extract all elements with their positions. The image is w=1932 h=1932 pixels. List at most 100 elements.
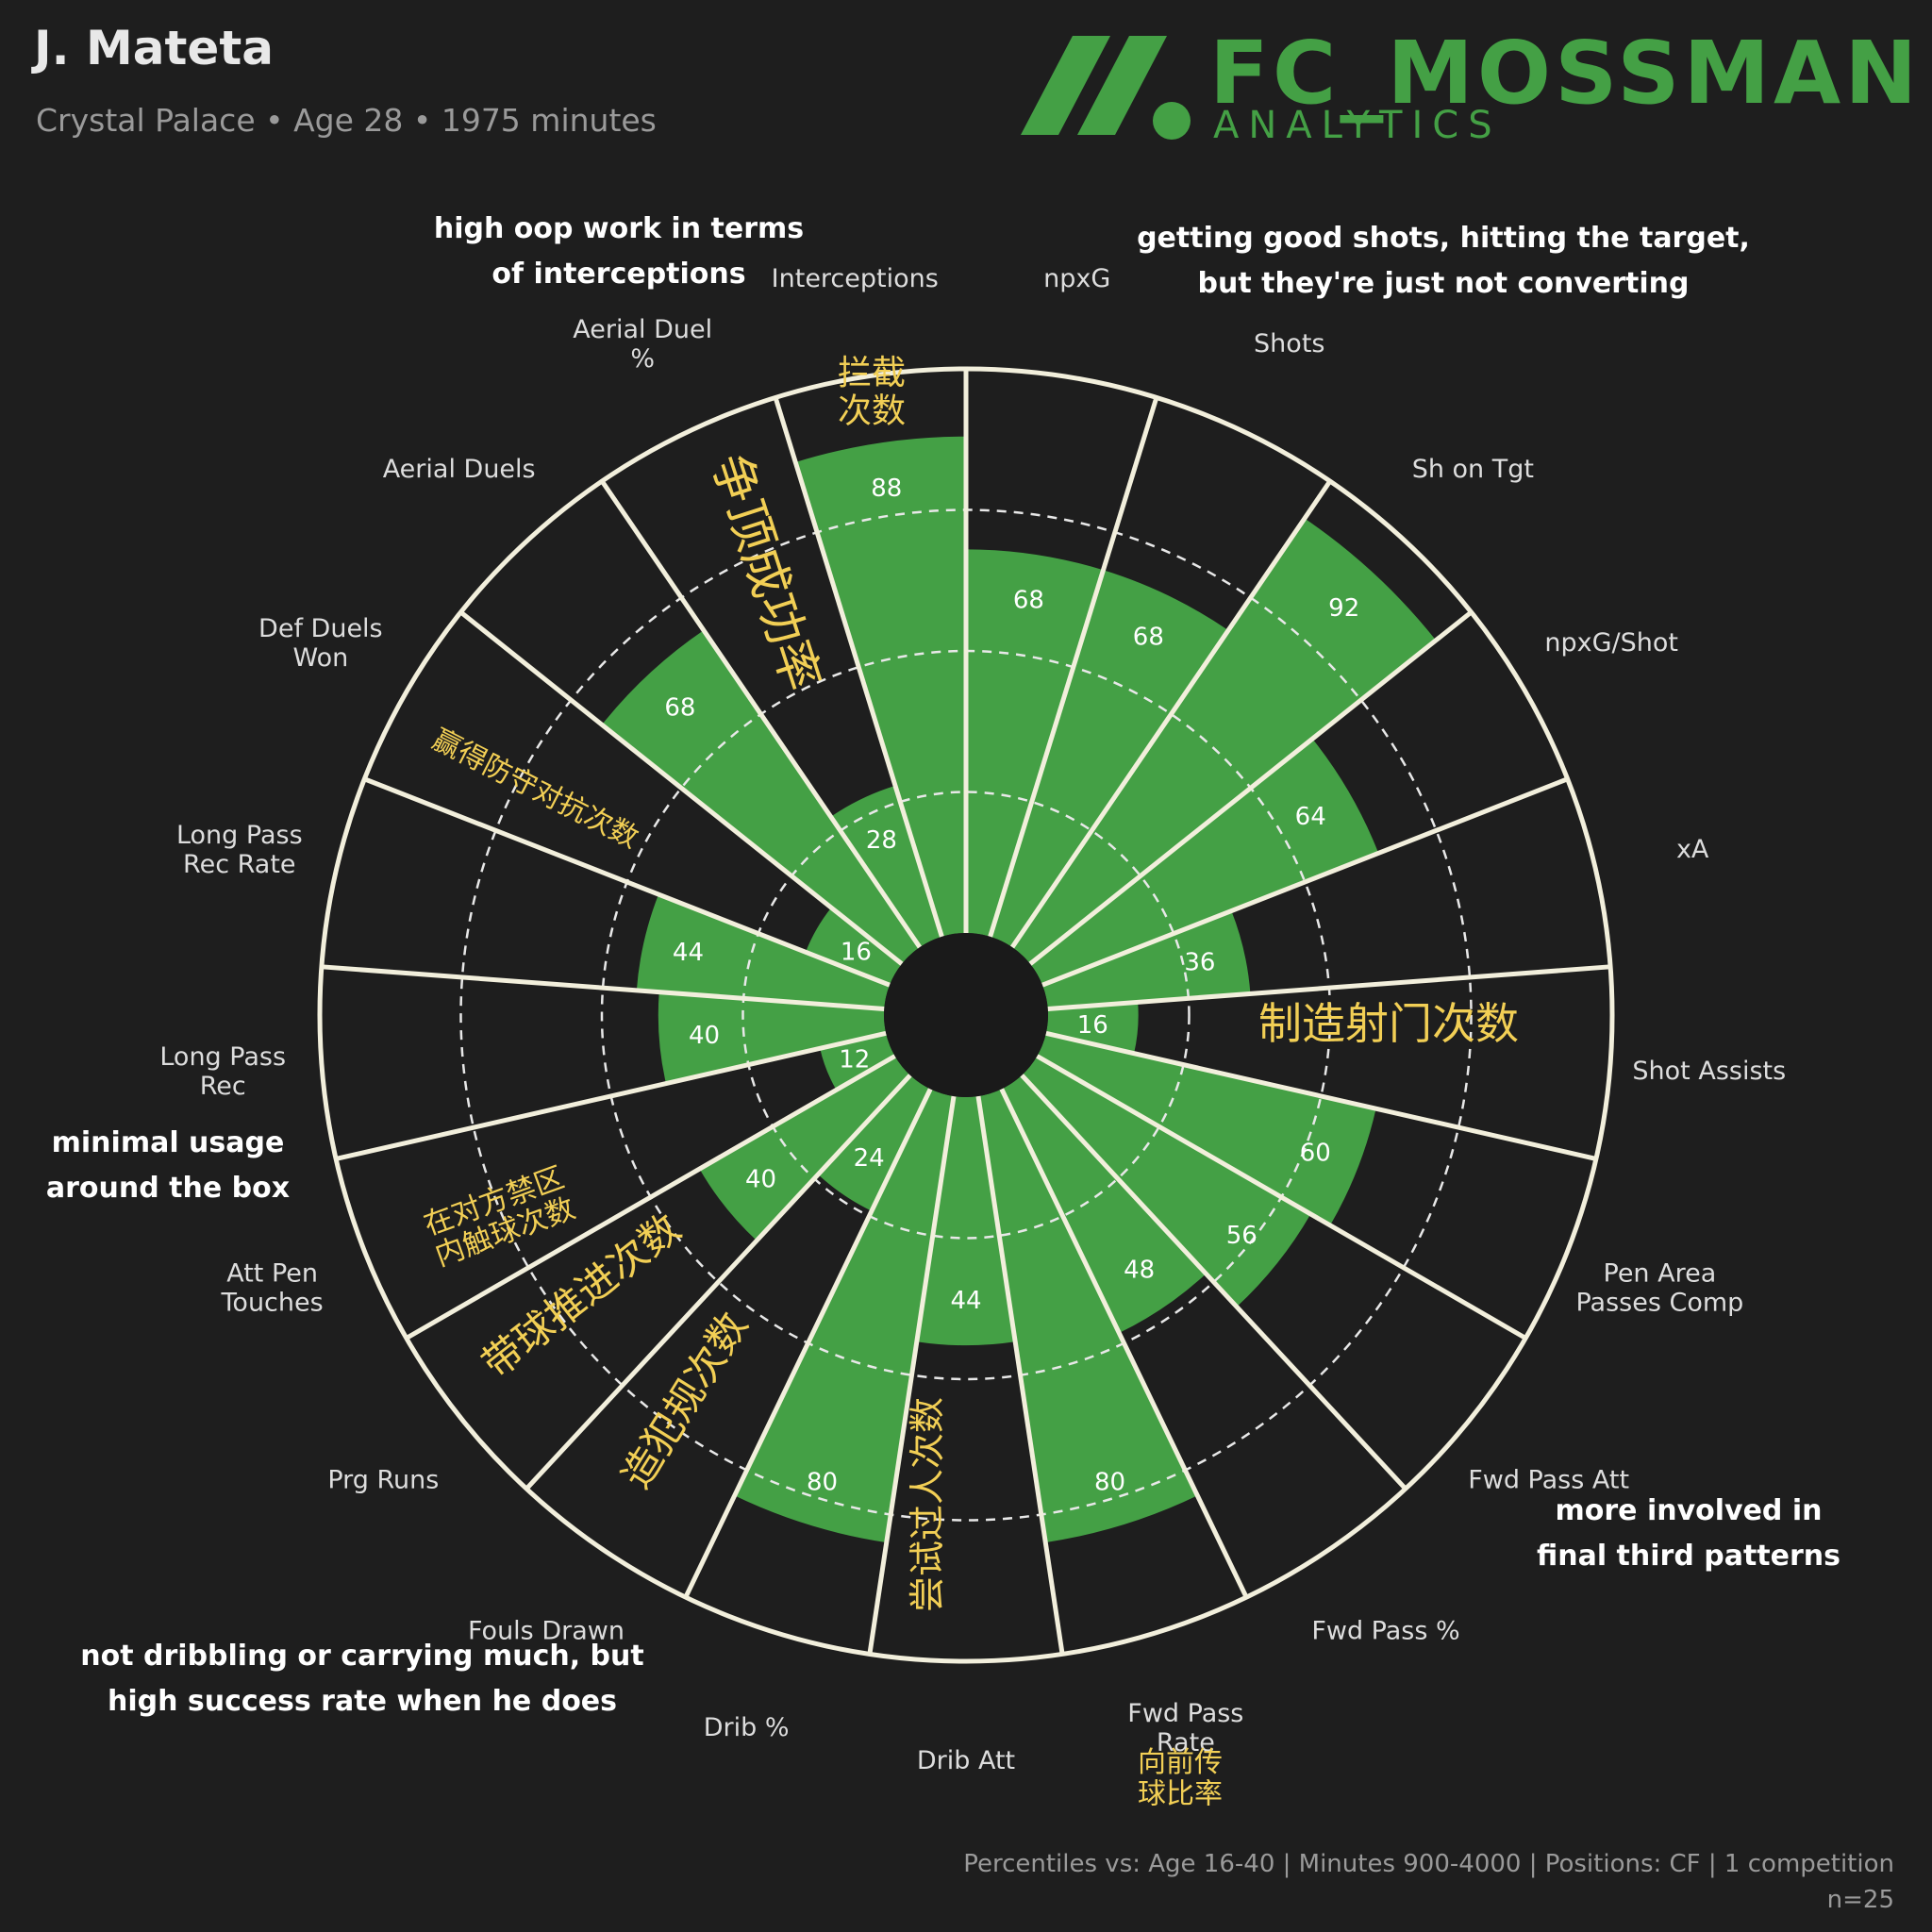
category-label-xa: xA (1676, 835, 1709, 864)
spoke (600, 479, 923, 949)
annotation-en: more involved in final third patterns (1537, 1494, 1840, 1573)
category-label-sh-on-tgt: Sh on Tgt (1412, 455, 1534, 484)
category-label-fwd-pass: Fwd Pass % (1311, 1617, 1459, 1646)
bar-prg-runs (699, 1056, 910, 1241)
category-label-fwd-pass-att: Fwd Pass Att (1468, 1466, 1629, 1495)
bar-fwd-pass-rate (977, 1089, 1198, 1543)
value-label-npxg: 68 (1013, 586, 1044, 614)
bar-aerial-duels (602, 630, 920, 964)
bar-sh-on-tgt (1012, 518, 1437, 964)
category-label-prg-runs: Prg Runs (327, 1466, 439, 1495)
spoke (988, 396, 1159, 938)
spoke (321, 964, 885, 1011)
value-label-def-duels-won: 16 (841, 939, 872, 967)
footer-sample: Percentiles vs: Age 16-40 | Minutes 900-… (963, 1850, 1894, 1878)
spoke (1020, 1074, 1407, 1491)
category-label-interceptions: Interceptions (772, 264, 939, 293)
bar-long-pass-rec (658, 991, 887, 1084)
category-label-long-pass-rec-rate: Long Pass Rec Rate (176, 821, 303, 879)
value-label-pen-area-passes-comp: 60 (1300, 1139, 1331, 1167)
bar-pen-area-passes-comp (1037, 1033, 1376, 1225)
spoke (1028, 609, 1474, 966)
bar-aerial-duel (830, 785, 942, 948)
category-label-aerial-duels: Aerial Duels (383, 455, 536, 484)
category-label-shot-assists: Shot Assists (1632, 1057, 1786, 1086)
spoke (1047, 964, 1611, 1011)
player-subtitle: Crystal Palace • Age 28 • 1975 minutes (36, 102, 657, 139)
category-label-npxg: npxG (1043, 264, 1110, 293)
value-label-shot-assists: 16 (1077, 1011, 1108, 1040)
category-label-fwd-pass-rate: Fwd Pass Rate (1127, 1699, 1243, 1757)
footer-count: n=25 (1826, 1886, 1894, 1914)
spoke (683, 1088, 933, 1599)
value-label-interceptions: 88 (871, 475, 902, 503)
category-label-fouls-drawn: Fouls Drawn (468, 1617, 625, 1646)
annotation-cn: 制造射门次数 (1258, 998, 1519, 1049)
value-label-shots: 68 (1133, 623, 1164, 651)
spoke (1041, 776, 1569, 988)
bar-drib-att (916, 1096, 1016, 1346)
value-label-fwd-pass: 48 (1124, 1256, 1155, 1284)
spoke (458, 609, 904, 966)
spoke (363, 776, 891, 988)
logo-mark-icon (1021, 36, 1191, 140)
bar-def-duels-won (805, 908, 902, 986)
annotation-en: not dribbling or carrying much, but high … (80, 1640, 643, 1718)
spoke (975, 1095, 1065, 1655)
spoke (405, 1054, 896, 1341)
spoke (999, 1088, 1249, 1599)
annotation-cn: 造犯规次数 (612, 1304, 757, 1496)
spoke (335, 1030, 887, 1161)
chart-hub (884, 933, 1048, 1097)
annotation-cn: 拦截次数 (838, 354, 906, 430)
category-label-drib-att: Drib Att (917, 1746, 1015, 1775)
bar-att-pen-touches (820, 1033, 895, 1091)
annotation-cn: 尝试过人次数 (907, 1397, 948, 1612)
value-label-xa: 36 (1184, 948, 1215, 976)
value-label-fwd-pass-rate: 80 (1094, 1468, 1125, 1496)
bar-interceptions (795, 436, 966, 937)
value-label-aerial-duel: 28 (866, 826, 897, 855)
value-label-prg-runs: 40 (745, 1165, 776, 1193)
spoke (773, 396, 944, 938)
value-label-npxg-shot: 64 (1295, 803, 1326, 831)
ring-25 (741, 791, 1191, 1240)
brand-logo: FC_MOSSMAN ANALYTICS (1021, 17, 1917, 149)
logo-subtitle: ANALYTICS (1213, 104, 1502, 147)
spoke (525, 1074, 912, 1491)
annotation-en: minimal usage around the box (46, 1126, 290, 1205)
category-label-att-pen-touches: Att Pen Touches (221, 1259, 324, 1318)
bar-fwd-pass-att (1022, 1056, 1311, 1307)
annotation-cn: 赢得防守对抗次数 (426, 723, 643, 855)
bar-npxg (966, 549, 1104, 937)
annotation-en: high oop work in terms of interceptions (434, 212, 804, 291)
value-label-sh-on-tgt: 92 (1328, 594, 1359, 623)
spoke (1036, 1054, 1527, 1341)
bar-shots (990, 570, 1229, 948)
category-label-pen-area-passes-comp: Pen Area Passes Comp (1575, 1259, 1743, 1318)
bar-fwd-pass (1001, 1074, 1207, 1333)
bar-fouls-drawn (818, 1074, 931, 1211)
chart-footer: Percentiles vs: Age 16-40 | Minutes 900-… (963, 1846, 1894, 1918)
bar-npxg-shot (1030, 739, 1379, 986)
value-label-fwd-pass-att: 56 (1226, 1222, 1257, 1250)
bar-drib (734, 1089, 955, 1543)
spoke (1045, 1030, 1597, 1161)
value-label-long-pass-rec: 40 (689, 1022, 720, 1050)
category-label-drib: Drib % (704, 1713, 790, 1742)
spoke (867, 1095, 957, 1655)
annotation-en: getting good shots, hitting the target, b… (1137, 222, 1750, 300)
player-name: J. Mateta (34, 21, 274, 75)
category-label-def-duels-won: Def Duels Won (258, 614, 383, 673)
bar-long-pass-rec-rate (636, 894, 891, 1009)
value-label-drib-att: 44 (950, 1287, 981, 1315)
value-label-aerial-duels: 68 (664, 693, 695, 722)
category-label-aerial-duel: Aerial Duel% (573, 315, 712, 374)
logo-title: FC_MOSSMAN (1209, 23, 1922, 124)
annotation-cn: 向前传球比率 (1138, 1746, 1223, 1811)
value-label-fouls-drawn: 24 (854, 1144, 885, 1173)
value-label-long-pass-rec-rate: 44 (673, 939, 704, 967)
category-label-long-pass-rec: Long Pass Rec (159, 1042, 286, 1101)
annotation-cn: 在对方禁区内触球次数 (420, 1160, 580, 1273)
